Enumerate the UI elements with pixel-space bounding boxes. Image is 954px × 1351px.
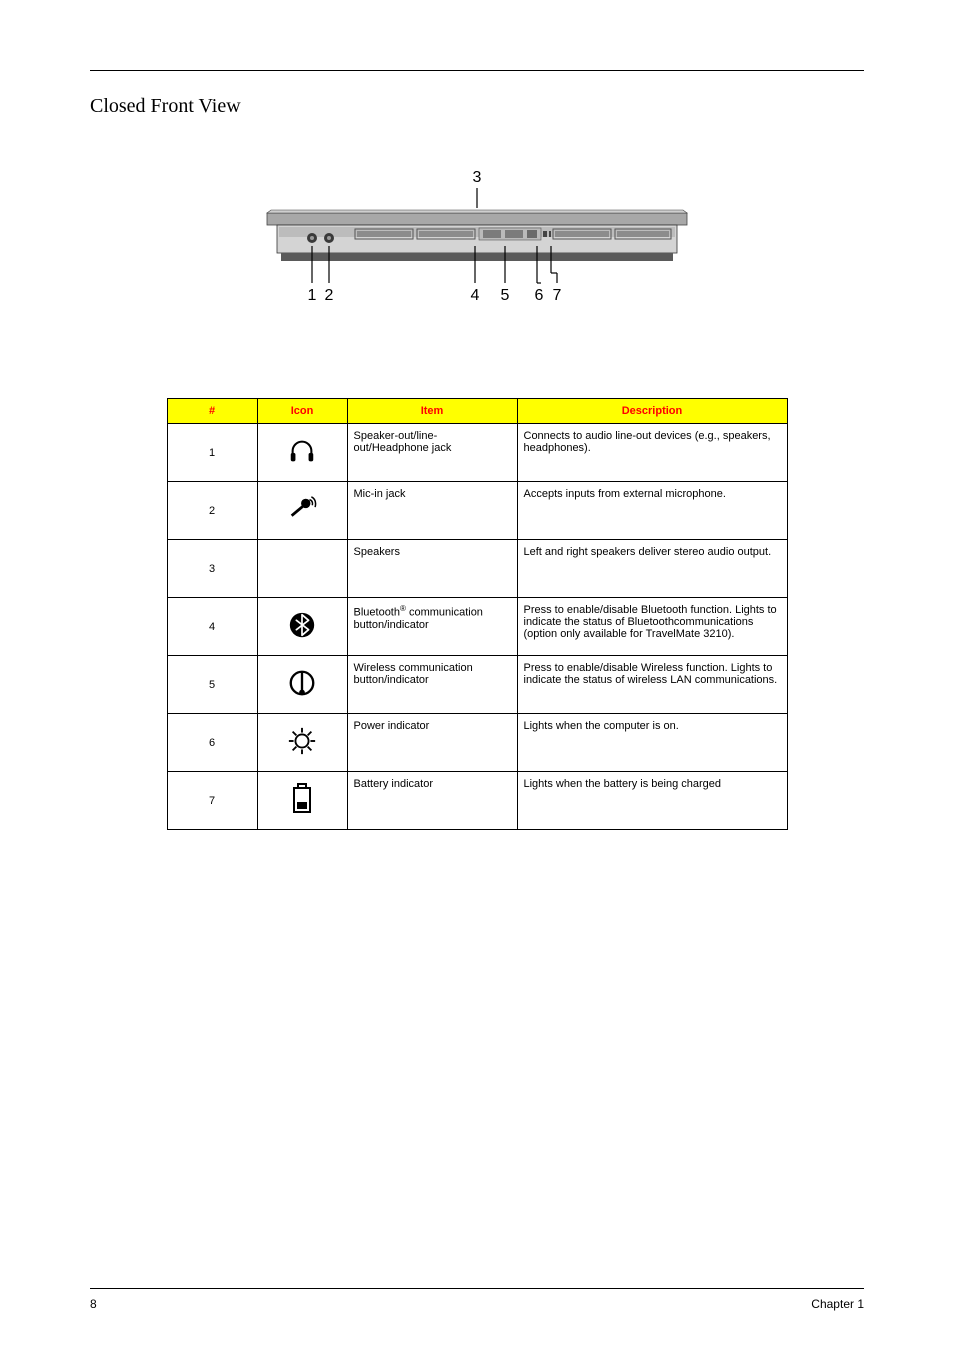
table-header-row: # Icon Item Description (167, 399, 787, 424)
row-num: 4 (167, 598, 257, 656)
row-desc: Lights when the battery is being charged (517, 772, 787, 830)
row-item: Bluetooth® communication button/indicato… (347, 598, 517, 656)
col-header-item: Item (347, 399, 517, 424)
row-desc: Press to enable/disable Bluetooth functi… (517, 598, 787, 656)
row-num: 6 (167, 714, 257, 772)
row-num: 3 (167, 540, 257, 598)
callout-3-label: 3 (473, 169, 482, 186)
row-item: Power indicator (347, 714, 517, 772)
mic-icon (257, 482, 347, 540)
front-view-svg: 3 1 2 4 5 6 7 (257, 158, 697, 358)
headphones-icon (257, 424, 347, 482)
footer-chapter: Chapter 1 (811, 1297, 864, 1311)
footer-page-number: 8 (90, 1297, 97, 1311)
row-desc: Press to enable/disable Wireless functio… (517, 656, 787, 714)
table-row: 3 Speakers Left and right speakers deliv… (167, 540, 787, 598)
row-desc: Lights when the computer is on. (517, 714, 787, 772)
battery-icon (257, 772, 347, 830)
section-title: Closed Front View (90, 95, 864, 118)
callout-2-label: 2 (325, 287, 334, 304)
table-row: 5 Wireless communication button/indicato… (167, 656, 787, 714)
bluetooth-icon (257, 598, 347, 656)
diagram: 3 1 2 4 5 6 7 (90, 158, 864, 358)
row-num: 7 (167, 772, 257, 830)
table-row: 2 Mic-in jack Accepts inputs from extern… (167, 482, 787, 540)
row-desc: Connects to audio line-out devices (e.g.… (517, 424, 787, 482)
table-row: 4 Bluetooth® communication button/indica… (167, 598, 787, 656)
row-num: 5 (167, 656, 257, 714)
callout-7-label: 7 (553, 287, 562, 304)
row-item: Speakers (347, 540, 517, 598)
callout-1-label: 1 (308, 287, 317, 304)
page-footer: 8 Chapter 1 (90, 1288, 864, 1311)
table-row: 6 Power indicator Lights when the comput… (167, 714, 787, 772)
row-desc: Accepts inputs from external microphone. (517, 482, 787, 540)
row-item: Speaker-out/line-out/Headphone jack (347, 424, 517, 482)
power-icon (257, 714, 347, 772)
row-item: Battery indicator (347, 772, 517, 830)
col-header-num: # (167, 399, 257, 424)
row-num: 2 (167, 482, 257, 540)
col-header-desc: Description (517, 399, 787, 424)
row-item: Wireless communication button/indicator (347, 656, 517, 714)
col-header-icon: Icon (257, 399, 347, 424)
table-row: 1 Speaker-out/line-out/Headphone jack Co… (167, 424, 787, 482)
top-rule (90, 70, 864, 71)
ports-table: # Icon Item Description 1 Speaker-out/li… (167, 398, 788, 830)
table-row: 7 Battery indicator Lights when the batt… (167, 772, 787, 830)
row-desc: Left and right speakers deliver stereo a… (517, 540, 787, 598)
row-num: 1 (167, 424, 257, 482)
callout-5-label: 5 (501, 287, 510, 304)
row-item: Mic-in jack (347, 482, 517, 540)
callout-4-label: 4 (471, 287, 480, 304)
wireless-icon (257, 656, 347, 714)
callout-6-label: 6 (535, 287, 544, 304)
no-icon (257, 540, 347, 598)
